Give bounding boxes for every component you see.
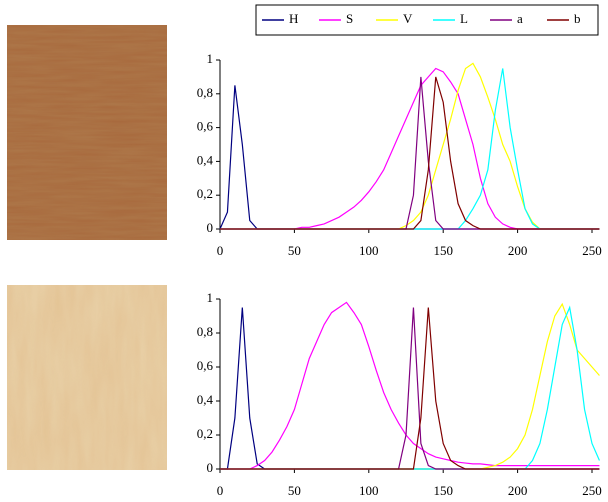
wood-image-light	[7, 285, 167, 470]
x-tick-label: 100	[359, 243, 379, 258]
series-line	[220, 76, 600, 230]
legend-label: S	[346, 11, 353, 26]
y-tick-label: 0,6	[197, 358, 214, 373]
x-tick-label: 100	[359, 483, 379, 498]
y-tick-label: 0,4	[197, 392, 214, 407]
legend-box	[255, 4, 599, 36]
legend-label: H	[289, 11, 298, 26]
y-tick-label: 1	[207, 290, 214, 305]
y-tick-label: 0,4	[197, 152, 214, 167]
x-tick-label: 250	[582, 243, 602, 258]
y-tick-label: 1	[207, 51, 214, 66]
series-line	[220, 67, 600, 230]
series-line	[220, 307, 600, 470]
legend-label: V	[403, 11, 413, 26]
y-tick-label: 0,2	[197, 186, 213, 201]
y-tick-label: 0,2	[197, 426, 213, 441]
y-tick-label: 0	[207, 460, 214, 475]
x-tick-label: 200	[508, 243, 528, 258]
y-tick-label: 0,6	[197, 119, 214, 134]
legend-label: L	[460, 11, 468, 26]
x-tick-label: 50	[288, 483, 301, 498]
x-tick-label: 50	[288, 243, 301, 258]
x-tick-label: 200	[508, 483, 528, 498]
x-tick-label: 150	[433, 243, 453, 258]
y-tick-label: 0,8	[197, 324, 213, 339]
x-tick-label: 250	[582, 483, 602, 498]
series-line	[220, 76, 600, 230]
series-line	[219, 85, 600, 230]
series-line	[220, 301, 600, 470]
wood-image-dark	[7, 25, 167, 240]
y-tick-label: 0	[207, 220, 214, 235]
x-tick-label: 0	[217, 483, 224, 498]
x-tick-label: 150	[433, 483, 453, 498]
series-line	[220, 62, 600, 230]
legend-label: b	[574, 11, 581, 26]
y-tick-label: 0,8	[197, 85, 213, 100]
series-line	[220, 68, 600, 230]
legend-label: a	[517, 11, 523, 26]
x-tick-label: 0	[217, 243, 224, 258]
